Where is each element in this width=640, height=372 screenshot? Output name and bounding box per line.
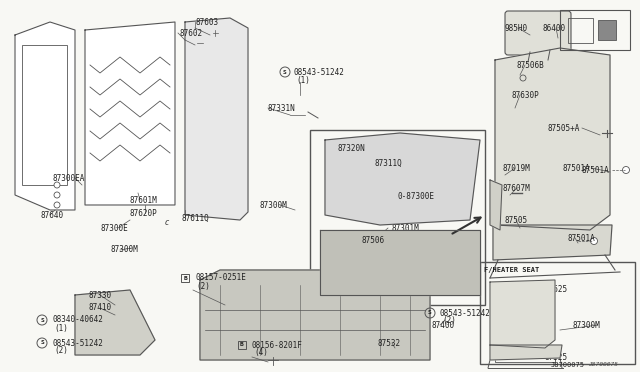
Text: F/HEATER SEAT: F/HEATER SEAT (484, 267, 540, 273)
Text: 87501A: 87501A (568, 234, 596, 243)
Text: 87320N: 87320N (338, 144, 365, 153)
Circle shape (54, 192, 60, 198)
Text: 08340-40642: 08340-40642 (52, 315, 103, 324)
Text: 87611Q: 87611Q (182, 214, 210, 222)
Text: 08156-8201F: 08156-8201F (252, 340, 303, 350)
Circle shape (623, 167, 630, 173)
Bar (181, 274, 189, 282)
Text: 87625: 87625 (545, 285, 568, 295)
Text: 87331N: 87331N (268, 103, 296, 112)
Polygon shape (15, 22, 75, 210)
Text: J8700075: J8700075 (588, 362, 618, 368)
Polygon shape (200, 270, 430, 360)
Bar (310, 130, 485, 305)
Text: 87325: 87325 (545, 353, 568, 362)
Text: 08157-0251E: 08157-0251E (195, 273, 246, 282)
Text: B: B (183, 276, 187, 280)
Text: 87505+A: 87505+A (548, 124, 580, 132)
Text: 87506B: 87506B (517, 61, 545, 70)
Text: 08543-51242: 08543-51242 (52, 339, 103, 347)
Bar (560, 10, 630, 50)
Text: 87602: 87602 (180, 29, 203, 38)
Text: S: S (40, 317, 44, 323)
Text: 87300M: 87300M (260, 201, 288, 209)
Bar (238, 341, 246, 349)
Polygon shape (490, 280, 555, 348)
Text: 87400: 87400 (432, 321, 455, 330)
Polygon shape (85, 22, 175, 205)
Text: (2): (2) (196, 282, 210, 292)
Text: J8700075: J8700075 (551, 362, 585, 368)
Polygon shape (325, 133, 480, 225)
Polygon shape (490, 345, 562, 360)
Text: 87603: 87603 (196, 17, 219, 26)
Text: 87300EA: 87300EA (52, 173, 84, 183)
Text: 0-87300E: 0-87300E (398, 192, 435, 201)
Text: 87505: 87505 (505, 215, 528, 224)
Text: (1): (1) (54, 324, 68, 333)
Polygon shape (490, 180, 502, 230)
Bar (22, 45, 67, 185)
Text: 08543-51242: 08543-51242 (440, 308, 491, 317)
Text: 87300M: 87300M (110, 246, 138, 254)
Text: C: C (165, 220, 169, 226)
Text: 87300M: 87300M (572, 321, 600, 330)
Text: 87301M: 87301M (392, 224, 420, 232)
Text: (4): (4) (254, 349, 268, 357)
Polygon shape (75, 290, 155, 355)
Bar (355, 235, 395, 253)
Text: 87532: 87532 (378, 339, 401, 347)
Text: 87019M: 87019M (503, 164, 531, 173)
Text: 985H0: 985H0 (505, 23, 528, 32)
Text: (2): (2) (54, 346, 68, 356)
Bar (495, 350, 555, 362)
Text: S: S (283, 70, 287, 74)
Text: 87601M: 87601M (130, 196, 157, 205)
Text: (2): (2) (442, 317, 456, 326)
Text: 87506: 87506 (362, 235, 385, 244)
Text: 87620P: 87620P (130, 208, 157, 218)
Text: 87501A: 87501A (582, 166, 610, 174)
Text: B: B (240, 343, 244, 347)
Text: 87501A: 87501A (563, 164, 590, 173)
Text: 87410: 87410 (88, 304, 111, 312)
Text: S: S (40, 340, 44, 346)
FancyBboxPatch shape (505, 11, 571, 55)
Text: 87300E: 87300E (100, 224, 128, 232)
Polygon shape (495, 48, 610, 230)
Polygon shape (493, 225, 612, 260)
Text: 87311Q: 87311Q (375, 158, 403, 167)
Bar (568, 18, 593, 43)
Text: (1): (1) (296, 76, 310, 84)
Circle shape (591, 237, 598, 244)
Text: 87019MA: 87019MA (490, 343, 522, 353)
Text: 87607M: 87607M (503, 183, 531, 192)
Bar (598, 20, 616, 40)
Text: S: S (428, 311, 432, 315)
Text: 87630P: 87630P (512, 90, 540, 99)
Text: 87640: 87640 (40, 211, 63, 219)
Polygon shape (185, 18, 248, 220)
Text: 08543-51242: 08543-51242 (294, 67, 345, 77)
Bar (480, 262, 635, 364)
Circle shape (54, 202, 60, 208)
Text: 87330: 87330 (88, 291, 111, 299)
Circle shape (54, 182, 60, 188)
Polygon shape (320, 230, 480, 295)
Text: 86400: 86400 (543, 23, 566, 32)
